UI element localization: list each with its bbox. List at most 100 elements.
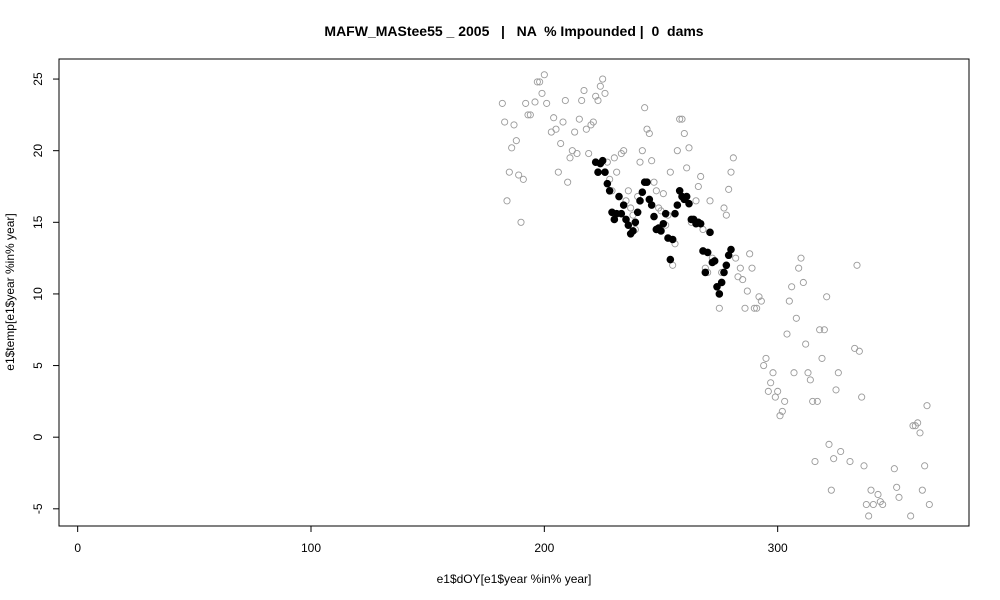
data-point-open: [860, 462, 868, 470]
data-point-open: [575, 115, 583, 123]
y-tick-label: 10: [31, 287, 45, 301]
data-point-open: [538, 89, 546, 97]
data-point-filled: [666, 255, 675, 264]
data-point-filled: [668, 235, 677, 244]
data-point-open: [853, 261, 861, 269]
data-point-open: [890, 465, 898, 473]
data-point-filled: [647, 201, 656, 209]
data-point-open: [706, 197, 714, 205]
data-point-filled: [601, 168, 609, 176]
data-point-open: [778, 407, 786, 415]
data-point-open: [914, 419, 922, 427]
data-point-open: [858, 393, 866, 401]
data-point-filled: [643, 178, 651, 186]
data-point-open: [795, 264, 803, 272]
y-tick-label: -5: [31, 503, 45, 514]
data-point-open: [834, 369, 842, 377]
data-point-open: [643, 125, 651, 133]
y-tick-label: 25: [31, 72, 45, 86]
data-point-open: [757, 297, 765, 305]
data-point-filled: [671, 209, 679, 218]
data-point-filled: [657, 227, 665, 235]
data-point-open: [571, 128, 579, 136]
data-point-open: [652, 187, 660, 195]
data-point-open: [536, 78, 544, 86]
data-point-filled: [615, 192, 623, 201]
data-point-filled: [629, 227, 637, 235]
data-point-open: [610, 154, 618, 162]
data-point-open: [578, 96, 586, 105]
data-point-open: [638, 147, 646, 155]
data-point-open: [650, 178, 658, 186]
data-point-filled: [659, 219, 668, 228]
data-point-open: [923, 402, 931, 410]
y-tick-label: 20: [31, 144, 45, 158]
data-point-open: [580, 86, 588, 95]
data-point-open: [862, 500, 870, 509]
x-tick-label: 200: [534, 541, 554, 555]
data-point-open: [855, 347, 863, 355]
data-point-open: [517, 218, 525, 226]
y-axis-label: e1$temp[e1$year %in% year]: [3, 213, 17, 370]
data-point-open: [552, 125, 560, 133]
data-point-open: [510, 121, 518, 129]
data-point-open: [573, 149, 581, 158]
data-point-open: [916, 429, 924, 437]
data-point-filled: [605, 186, 614, 195]
data-points: [498, 71, 933, 520]
data-point-open: [893, 483, 901, 491]
data-point-open: [515, 171, 523, 179]
data-point-open: [673, 147, 681, 155]
data-point-open: [921, 462, 929, 470]
data-point-filled: [706, 228, 714, 237]
data-point-filled: [722, 261, 731, 270]
data-point-open: [753, 304, 761, 312]
data-point-open: [743, 287, 751, 295]
data-point-open: [522, 99, 530, 107]
data-point-open: [813, 397, 821, 405]
data-point-open: [925, 500, 933, 509]
data-point-open: [676, 115, 684, 123]
data-point-open: [790, 369, 798, 377]
data-point-open: [715, 304, 723, 312]
data-point-open: [561, 96, 569, 105]
data-point-open: [531, 98, 539, 106]
data-point-open: [694, 182, 702, 191]
data-point-open: [613, 168, 621, 176]
data-point-open: [811, 457, 819, 466]
data-point-open: [827, 486, 835, 494]
data-point-open: [776, 412, 784, 420]
data-point-filled: [713, 282, 721, 291]
data-point-open: [734, 273, 742, 281]
data-point-open: [498, 99, 506, 107]
data-point-filled: [727, 245, 735, 254]
data-point-open: [874, 490, 882, 499]
data-point-open: [907, 512, 915, 520]
x-tick-label: 300: [768, 541, 788, 555]
data-point-open: [785, 297, 793, 305]
data-point-open: [601, 89, 609, 97]
x-axis-label: e1$dOY[e1$year %in% year]: [437, 572, 592, 586]
data-point-filled: [594, 168, 602, 176]
data-point-open: [666, 168, 674, 176]
data-point-open: [557, 139, 565, 148]
data-point-open: [592, 92, 600, 100]
data-point-open: [825, 440, 833, 448]
data-point-open: [547, 128, 555, 136]
data-point-open: [760, 362, 768, 370]
data-point-open: [648, 157, 656, 165]
data-point-open: [692, 197, 700, 205]
data-point-open: [762, 354, 770, 362]
x-tick-label: 0: [74, 541, 81, 555]
data-point-open: [764, 387, 772, 395]
data-point-open: [659, 190, 667, 198]
data-point-open: [895, 493, 903, 501]
data-point-open: [832, 386, 840, 394]
data-point-open: [624, 187, 632, 195]
data-point-open: [501, 118, 509, 126]
data-point-filled: [703, 248, 712, 257]
data-point-open: [524, 111, 532, 119]
data-point-open: [879, 500, 887, 509]
data-point-open: [620, 147, 628, 155]
data-point-open: [750, 304, 758, 312]
